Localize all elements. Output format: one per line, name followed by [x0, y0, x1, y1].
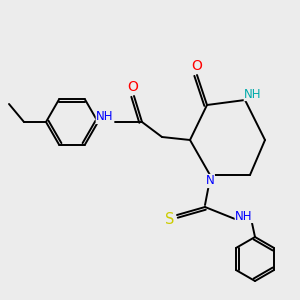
Text: O: O	[128, 80, 138, 94]
Text: NH: NH	[244, 88, 262, 100]
Text: N: N	[206, 175, 214, 188]
Text: NH: NH	[235, 209, 253, 223]
Text: S: S	[165, 212, 175, 227]
Text: O: O	[192, 59, 203, 73]
Text: NH: NH	[96, 110, 114, 124]
